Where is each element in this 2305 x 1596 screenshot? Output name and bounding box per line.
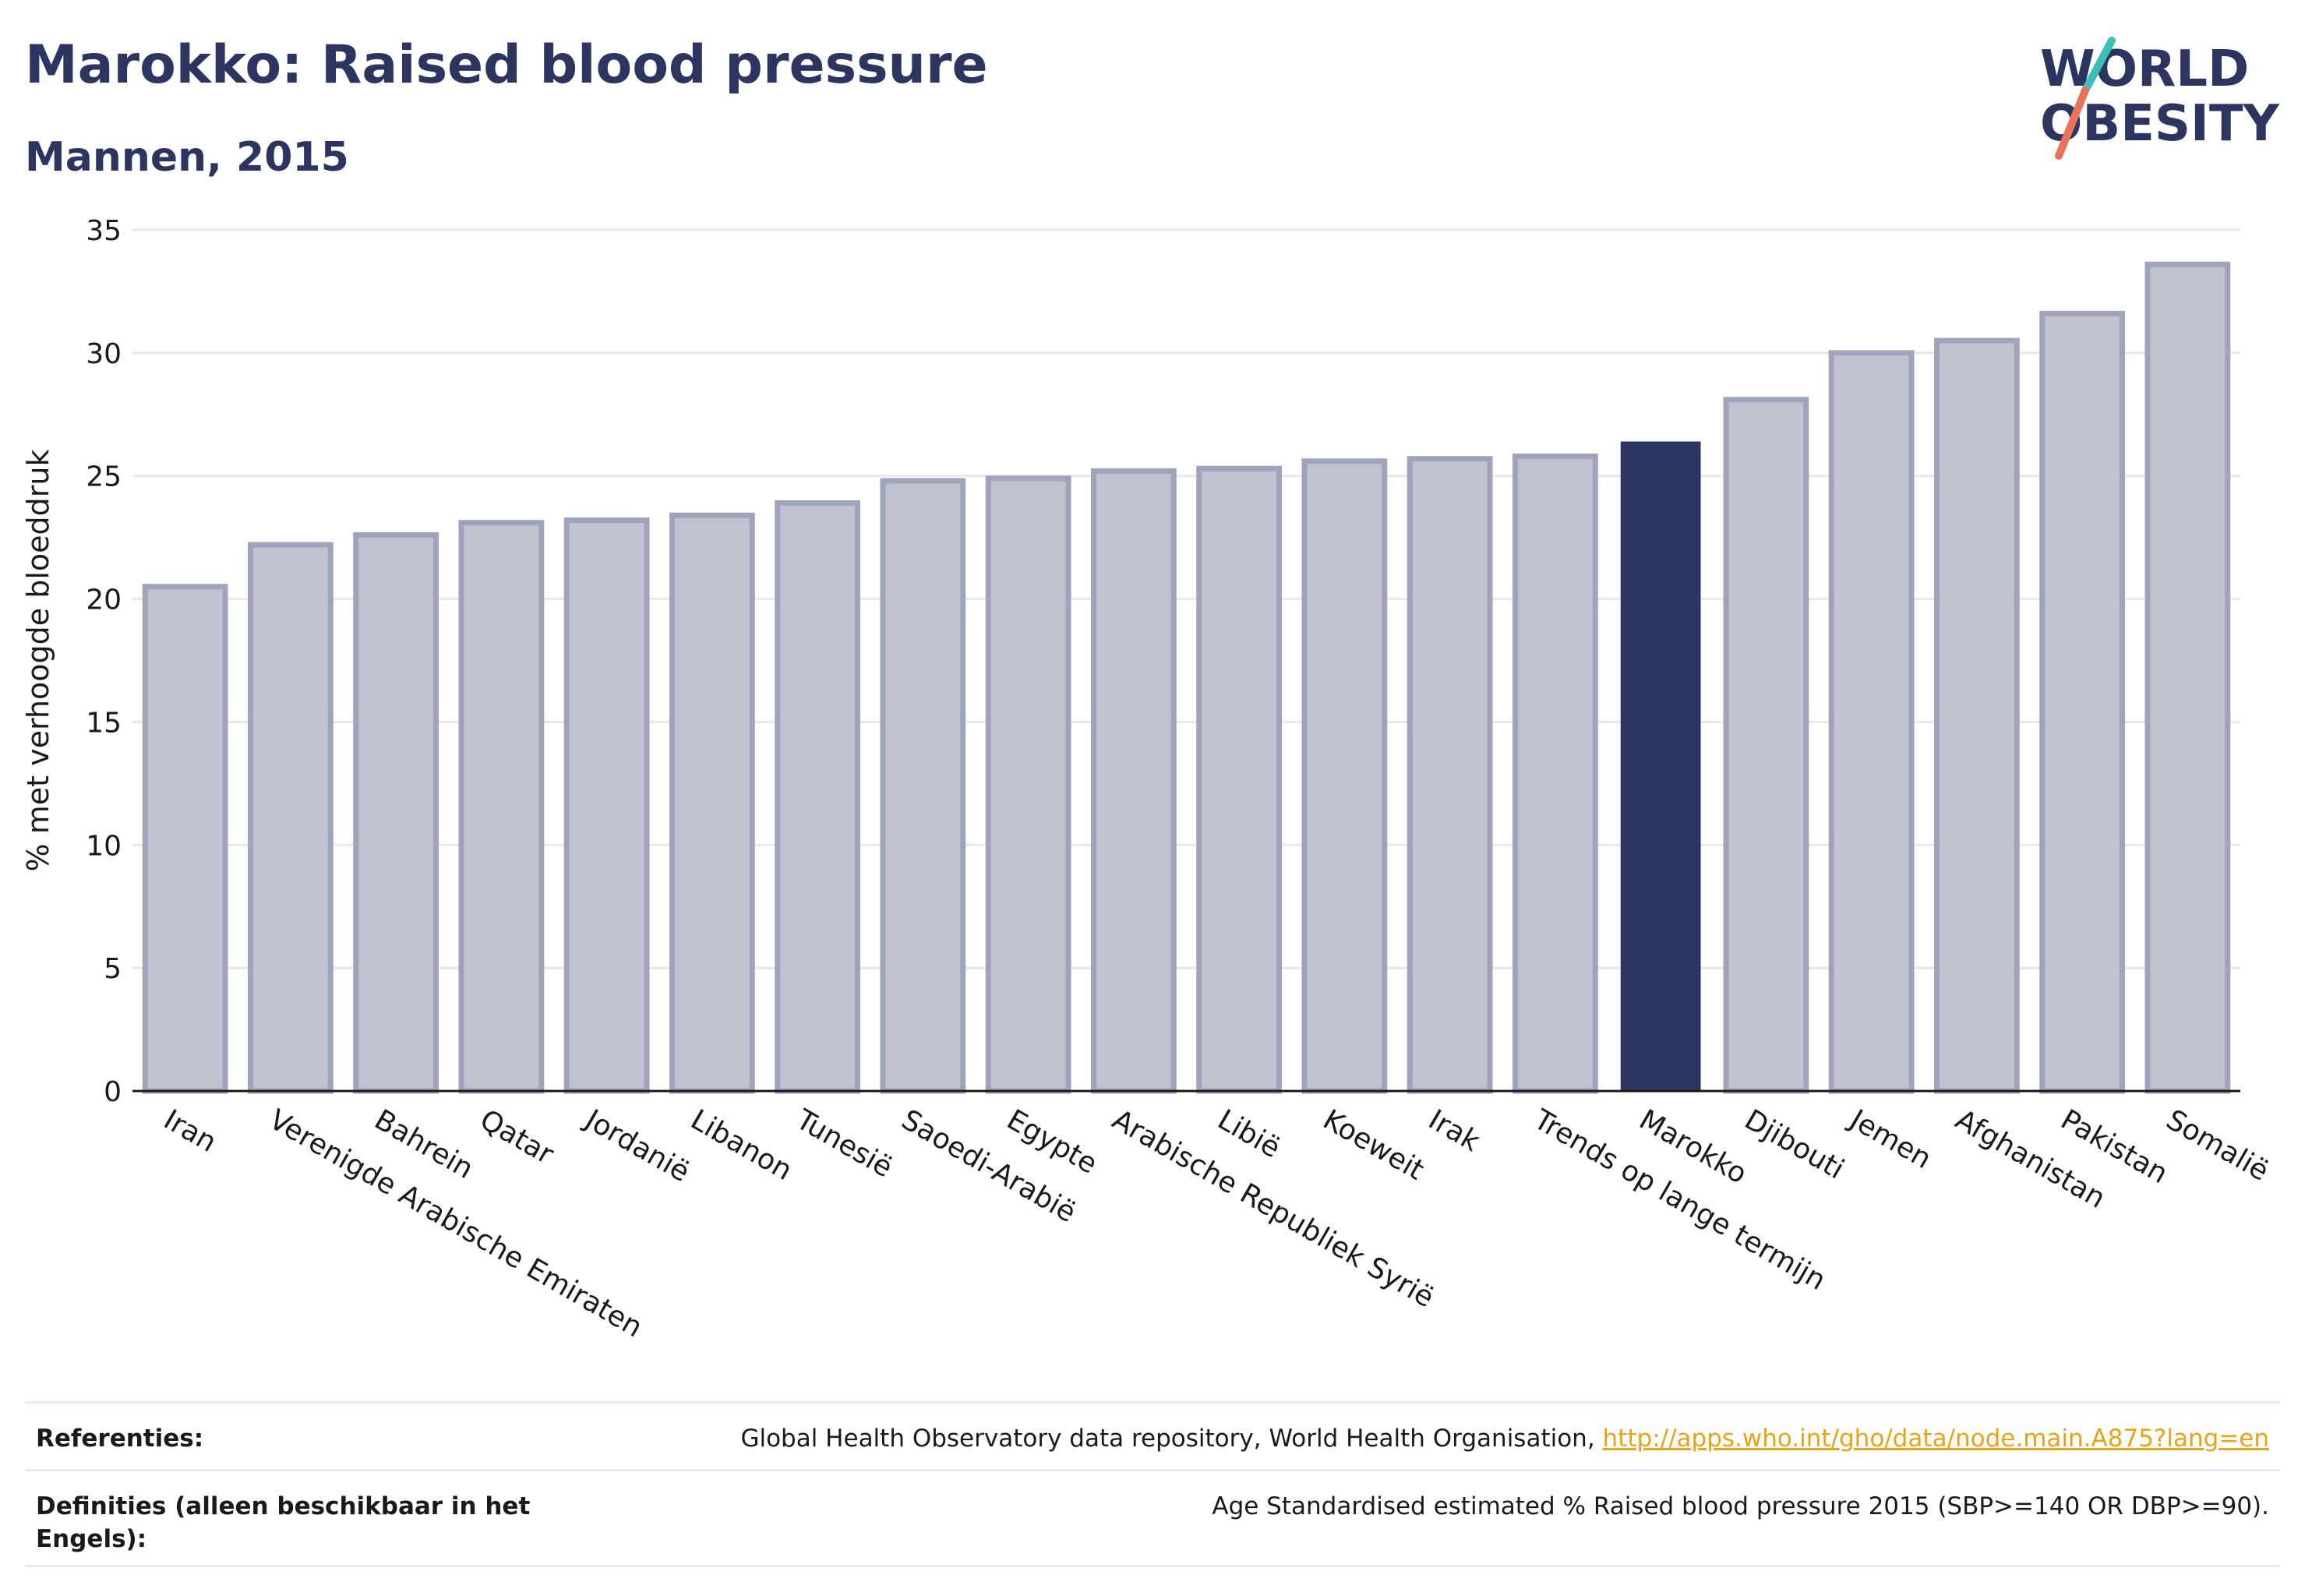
- y-tick-label: 30: [86, 338, 122, 370]
- bars: [142, 261, 2231, 1094]
- x-tick-label: Saoedi-Arabië: [896, 1103, 1082, 1229]
- chart-title: Marokko: Raised blood pressure: [25, 34, 988, 96]
- references-row: Referenties: Global Health Observatory d…: [25, 1401, 2280, 1469]
- bar-marokko: [1620, 441, 1701, 1091]
- bar-libi-: [1196, 465, 1283, 1094]
- bar-tunesi-: [775, 500, 861, 1094]
- world-obesity-logo: WORLD OBESITY: [2040, 37, 2279, 160]
- x-tick-label: Libanon: [685, 1103, 797, 1187]
- x-tick-label: Somalië: [2161, 1103, 2274, 1188]
- y-tick-label: 0: [104, 1076, 122, 1108]
- y-tick-label: 5: [104, 953, 122, 985]
- y-axis-label: % met verhoogde bloeddruk: [21, 450, 55, 872]
- definitions-row: Definities (alleen beschikbaar in het En…: [25, 1469, 2280, 1567]
- bar-afghanistan: [1933, 337, 2020, 1094]
- x-tick-label: Djibouti: [1739, 1103, 1849, 1185]
- references-link[interactable]: http://apps.who.int/gho/data/node.main.A…: [1602, 1425, 2269, 1453]
- bar-qatar: [458, 520, 545, 1094]
- chart-footer: Referenties: Global Health Observatory d…: [25, 1401, 2280, 1567]
- bar-irak: [1407, 456, 1493, 1094]
- definitions-label: Definities (alleen beschikbaar in het En…: [36, 1492, 531, 1553]
- x-tick-label: Iran: [158, 1103, 221, 1159]
- logo-slash-coral: [2055, 87, 2089, 160]
- x-tick-label: Tunesië: [790, 1103, 898, 1185]
- x-tick-labels: Iran Verenigde Arabische EmiratenBahreinQ…: [158, 1103, 2274, 1344]
- logo-text-world: WORLD: [2040, 41, 2249, 98]
- y-tick-label: 10: [86, 830, 122, 862]
- y-tick-label: 35: [86, 215, 122, 247]
- bar-saoedi-arabi-: [880, 478, 966, 1094]
- definitions-text: Age Standardised estimated % Raised bloo…: [1212, 1492, 2269, 1520]
- bar-bahrein: [353, 531, 439, 1094]
- bar-chart: 0 5 10 15 20 25 30 35 Iran Verenigde Arabische E…: [21, 215, 2274, 1344]
- bar-trends-op-lange-termijn: [1512, 453, 1598, 1094]
- bar-koeweit: [1301, 458, 1388, 1094]
- grid-lines: [132, 228, 2240, 969]
- references-value: Global Health Observatory data repositor…: [740, 1422, 2269, 1455]
- x-tick-label: Qatar: [475, 1103, 559, 1171]
- x-tick-label: Irak: [1423, 1103, 1485, 1158]
- chart-subtitle: Mannen, 2015: [25, 134, 349, 181]
- bar-jemen: [1828, 350, 1915, 1094]
- x-tick-label: Verenigde Arabische Emiraten: [263, 1103, 648, 1344]
- x-tick-label: Koeweit: [1318, 1103, 1429, 1186]
- bar-libanon: [669, 512, 755, 1094]
- bar-djibouti: [1723, 397, 1809, 1094]
- bar-egypte: [985, 475, 1071, 1094]
- y-tick-labels: 0 5 10 15 20 25 30 35: [86, 215, 122, 1108]
- references-label: Referenties:: [36, 1425, 204, 1453]
- bar-verenigde-arabische-emiraten: [247, 542, 334, 1094]
- logo-slash-teal: [2081, 37, 2116, 94]
- bar-jordani-: [563, 517, 650, 1094]
- references-text: Global Health Observatory data repositor…: [740, 1425, 1595, 1453]
- x-tick-label: Libië: [1213, 1103, 1286, 1164]
- y-tick-label: 20: [86, 584, 122, 616]
- x-tick-label: Jemen: [1843, 1103, 1936, 1175]
- bar-arabische-republiek-syri-: [1090, 468, 1177, 1094]
- x-tick-label: Jordanië: [578, 1103, 694, 1188]
- bar-iran: [142, 584, 228, 1094]
- y-tick-label: 15: [86, 707, 122, 739]
- bar-pakistan: [2039, 310, 2126, 1094]
- bar-somali-: [2144, 261, 2231, 1094]
- y-tick-label: 25: [86, 461, 122, 493]
